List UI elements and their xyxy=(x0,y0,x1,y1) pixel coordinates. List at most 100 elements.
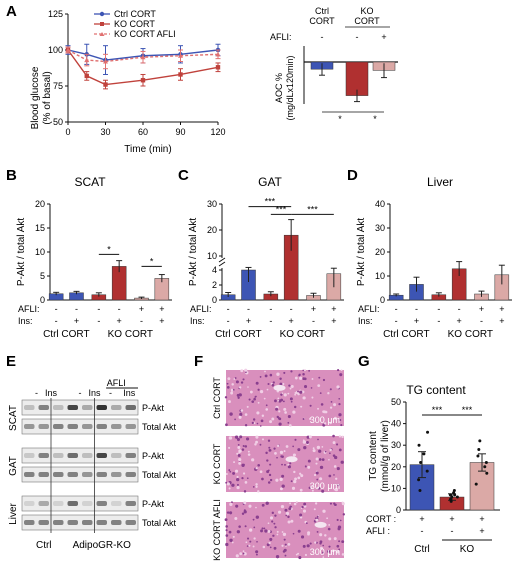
histo-texture xyxy=(224,396,228,399)
histo-texture xyxy=(287,520,291,524)
histo-texture xyxy=(226,482,230,486)
histo-label-0: Ctrl CORT xyxy=(212,377,222,419)
histo-texture xyxy=(287,414,291,419)
histo-texture xyxy=(284,508,288,512)
histo-texture xyxy=(269,420,273,424)
histo-texture xyxy=(284,463,286,466)
histo-texture xyxy=(333,416,337,420)
histo-texture xyxy=(252,485,255,488)
histo-texture xyxy=(240,381,244,384)
histo-texture xyxy=(300,535,305,539)
histo-texture xyxy=(338,540,341,543)
histo-texture xyxy=(336,385,340,389)
histo-texture xyxy=(238,525,241,528)
histo-texture xyxy=(293,479,297,484)
blot-band xyxy=(53,453,64,458)
histo-texture xyxy=(230,391,234,395)
scat-ins-mark: + xyxy=(74,316,79,326)
tg-star-2: *** xyxy=(462,405,473,415)
histo-texture xyxy=(269,478,273,482)
histo-texture xyxy=(246,405,249,408)
histo-texture xyxy=(290,480,293,483)
histo-texture xyxy=(285,445,289,448)
histo-texture xyxy=(241,512,245,516)
histo-texture xyxy=(231,541,234,544)
histo-texture xyxy=(287,543,291,546)
histo-texture xyxy=(317,384,321,388)
histo-texture xyxy=(297,390,299,393)
histo-texture xyxy=(266,470,270,474)
blot-band xyxy=(125,424,136,429)
histo-texture xyxy=(341,501,344,504)
histo-texture xyxy=(283,538,286,541)
tg-y-tick-label: 0 xyxy=(396,505,401,515)
blot-band xyxy=(38,472,49,477)
tg-plot: 0 10 20 30 40 50 + - + - + + CORT : AFLI : Ctrl KO *** **… xyxy=(366,397,500,555)
gat-ylabel: P-Akt / total Akt xyxy=(188,218,199,287)
histo-texture xyxy=(283,450,286,453)
blot-band xyxy=(82,472,93,477)
histo-texture xyxy=(281,463,283,466)
histo-texture xyxy=(263,527,266,530)
histo-texture xyxy=(257,463,261,467)
histo-texture xyxy=(313,473,317,477)
tg-y-tick-label: 30 xyxy=(391,440,401,450)
histo-texture xyxy=(313,519,317,523)
histo-texture xyxy=(319,392,322,394)
tg-dot xyxy=(418,489,422,493)
histo-texture xyxy=(308,369,311,372)
scat-afli-mark: - xyxy=(55,304,58,314)
histo-scale-1: 300 μm xyxy=(310,481,340,491)
histo-texture xyxy=(279,477,283,482)
histo-texture xyxy=(306,441,309,444)
histo-texture xyxy=(319,533,323,537)
blot-band xyxy=(38,424,49,429)
scat-group-ctrl: Ctrl CORT xyxy=(43,329,89,340)
histo-texture xyxy=(238,386,242,389)
histo-texture xyxy=(329,406,333,409)
histo-texture xyxy=(315,518,319,522)
tg-y-tick-label: 40 xyxy=(391,419,401,429)
histo-texture xyxy=(299,376,303,380)
histo-texture xyxy=(335,477,338,480)
histo-texture xyxy=(254,396,257,398)
histo-texture xyxy=(249,528,253,532)
blot-band xyxy=(67,424,78,429)
histo-texture xyxy=(276,530,279,533)
histo-texture xyxy=(300,405,303,408)
histo-scale-2: 300 μm xyxy=(310,547,340,557)
liver-bar-3 xyxy=(451,268,467,301)
blot-band xyxy=(96,453,107,458)
blot-band-label: P-Akt xyxy=(142,499,165,509)
histo-texture xyxy=(238,449,242,453)
histo-texture xyxy=(299,516,303,519)
a-point xyxy=(84,57,90,63)
histo-texture xyxy=(301,390,305,394)
a-point xyxy=(215,47,221,53)
tg-dot xyxy=(484,460,488,464)
histo-texture xyxy=(309,417,312,420)
histo-texture xyxy=(285,514,288,517)
gat-group-ctrl: Ctrl CORT xyxy=(215,329,261,340)
tg-y-tick-label: 20 xyxy=(391,462,401,472)
histo-texture xyxy=(276,456,278,459)
tg-dot xyxy=(449,499,453,503)
histo-texture xyxy=(242,502,246,506)
gat-ins-mark: + xyxy=(246,316,251,326)
a-point xyxy=(65,47,71,53)
histo-texture xyxy=(228,446,231,449)
histo-texture xyxy=(252,518,255,521)
histo-texture xyxy=(303,377,307,381)
liver-afli-row-label: AFLI: xyxy=(358,304,380,314)
tg-dot xyxy=(449,497,453,501)
histo-texture xyxy=(295,553,298,556)
histo-vessel xyxy=(314,521,327,528)
histo-texture xyxy=(289,505,293,509)
a-x-tick-label: 0 xyxy=(65,127,70,137)
liver-bar-1 xyxy=(409,284,424,301)
tg-dot xyxy=(417,478,421,482)
histo-texture xyxy=(302,373,305,376)
blot-band xyxy=(82,453,93,458)
blot-band xyxy=(125,520,136,525)
gat-bar-5 xyxy=(326,273,342,301)
